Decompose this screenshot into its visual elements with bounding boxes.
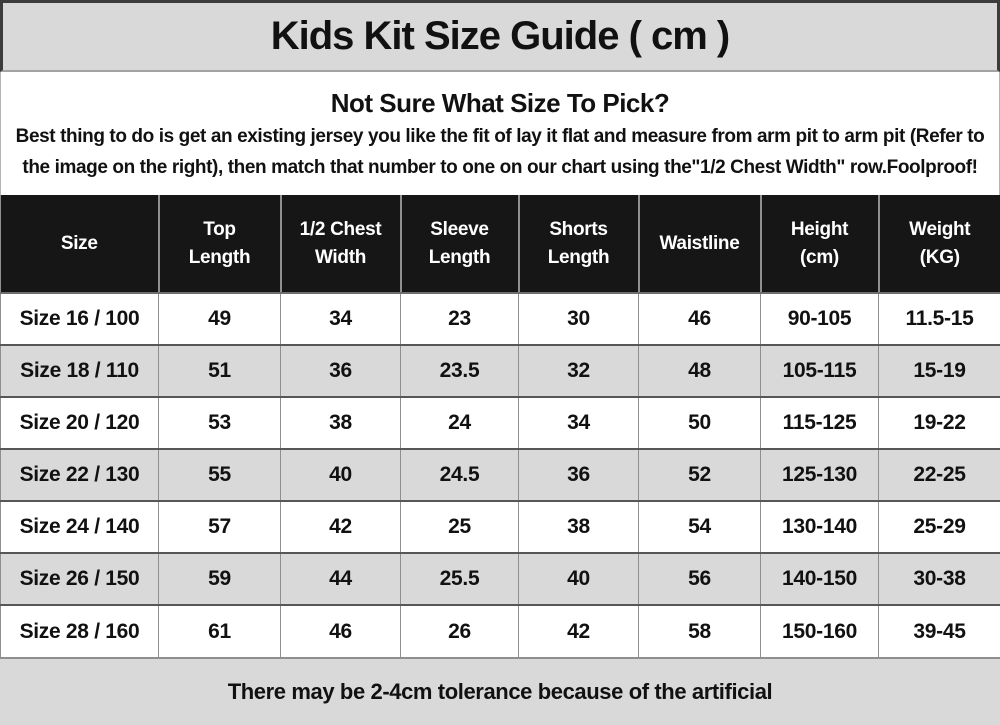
size-label-cell: Size 26 / 150: [0, 552, 159, 605]
table-cell: 46: [638, 293, 761, 345]
column-header-chest-width: 1/2 Chest Width: [279, 195, 401, 294]
table-cell: 38: [518, 500, 639, 553]
table-cell: 58: [638, 604, 761, 657]
table-cell: 48: [638, 344, 761, 397]
table-cell: 90-105: [760, 293, 879, 345]
table-cell: 32: [518, 344, 639, 397]
table-cell: 15-19: [878, 344, 1000, 397]
table-cell: 39-45: [878, 604, 1000, 657]
column-header-weight: Weight (KG): [877, 195, 1000, 294]
size-table-header: Size Top Length 1/2 Chest Width Sleeve L…: [0, 195, 1000, 294]
table-cell: 30: [518, 293, 639, 345]
table-cell: 34: [518, 396, 639, 449]
table-cell: 25: [400, 500, 519, 553]
footer-note-band: There may be 2-4cm tolerance because of …: [0, 657, 1000, 725]
table-row: Size 16 / 100 49 34 23 30 46 90-105 11.5…: [0, 293, 1000, 345]
table-cell: 36: [280, 344, 401, 397]
table-cell: 44: [280, 552, 401, 605]
table-cell: 22-25: [878, 448, 1000, 501]
table-cell: 34: [280, 293, 401, 345]
table-cell: 40: [518, 552, 639, 605]
table-cell: 54: [638, 500, 761, 553]
table-cell: 51: [158, 344, 281, 397]
table-cell: 42: [280, 500, 401, 553]
table-row: Size 24 / 140 57 42 25 38 54 130-140 25-…: [0, 500, 1000, 553]
table-cell: 130-140: [760, 500, 879, 553]
table-cell: 46: [280, 604, 401, 657]
header-row: Size Top Length 1/2 Chest Width Sleeve L…: [0, 195, 1000, 294]
table-cell: 30-38: [878, 552, 1000, 605]
table-cell: 24.5: [400, 448, 519, 501]
table-cell: 26: [400, 604, 519, 657]
table-cell: 38: [280, 396, 401, 449]
intro-section: Not Sure What Size To Pick? Best thing t…: [0, 72, 1000, 195]
table-cell: 53: [158, 396, 281, 449]
table-cell: 36: [518, 448, 639, 501]
table-cell: 59: [158, 552, 281, 605]
table-cell: 50: [638, 396, 761, 449]
size-label-cell: Size 22 / 130: [0, 448, 159, 501]
table-cell: 61: [158, 604, 281, 657]
table-cell: 150-160: [760, 604, 879, 657]
tolerance-note: There may be 2-4cm tolerance because of …: [227, 679, 773, 704]
column-header-top-length: Top Length: [157, 195, 281, 294]
column-header-sleeve-length: Sleeve Length: [399, 195, 519, 294]
table-cell: 115-125: [760, 396, 879, 449]
table-cell: 57: [158, 500, 281, 553]
size-table: Size Top Length 1/2 Chest Width Sleeve L…: [0, 195, 1000, 657]
column-header-waistline: Waistline: [637, 195, 761, 294]
column-header-size: Size: [0, 195, 159, 294]
table-cell: 52: [638, 448, 761, 501]
size-label-cell: Size 28 / 160: [0, 604, 159, 657]
size-label-cell: Size 16 / 100: [0, 293, 159, 345]
title-band: Kids Kit Size Guide ( cm ): [0, 0, 1000, 72]
table-cell: 105-115: [760, 344, 879, 397]
table-cell: 55: [158, 448, 281, 501]
table-cell: 19-22: [878, 396, 1000, 449]
size-label-cell: Size 20 / 120: [0, 396, 159, 449]
page-title: Kids Kit Size Guide ( cm ): [270, 14, 731, 58]
table-cell: 140-150: [760, 552, 879, 605]
table-cell: 49: [158, 293, 281, 345]
table-cell: 56: [638, 552, 761, 605]
size-table-body: Size 16 / 100 49 34 23 30 46 90-105 11.5…: [0, 293, 1000, 657]
table-cell: 11.5-15: [878, 293, 1000, 345]
table-row: Size 28 / 160 61 46 26 42 58 150-160 39-…: [0, 604, 1000, 657]
size-label-cell: Size 18 / 110: [0, 344, 159, 397]
table-cell: 40: [280, 448, 401, 501]
table-row: Size 18 / 110 51 36 23.5 32 48 105-115 1…: [0, 344, 1000, 397]
table-cell: 23.5: [400, 344, 519, 397]
table-row: Size 22 / 130 55 40 24.5 36 52 125-130 2…: [0, 448, 1000, 501]
table-cell: 125-130: [760, 448, 879, 501]
table-row: Size 26 / 150 59 44 25.5 40 56 140-150 3…: [0, 552, 1000, 605]
column-header-shorts-length: Shorts Length: [517, 195, 639, 294]
table-row: Size 20 / 120 53 38 24 34 50 115-125 19-…: [0, 396, 1000, 449]
table-cell: 42: [518, 604, 639, 657]
intro-body: Best thing to do is get an existing jers…: [15, 126, 985, 178]
column-header-height: Height (cm): [759, 195, 879, 294]
table-cell: 25.5: [400, 552, 519, 605]
table-cell: 24: [400, 396, 519, 449]
table-cell: 23: [400, 293, 519, 345]
intro-heading: Not Sure What Size To Pick?: [330, 88, 670, 118]
size-label-cell: Size 24 / 140: [0, 500, 159, 553]
table-cell: 25-29: [878, 500, 1000, 553]
